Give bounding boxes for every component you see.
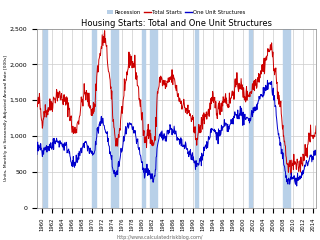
Legend: Recession, Total Starts, One Unit Structures: Recession, Total Starts, One Unit Struct… <box>107 10 245 15</box>
Bar <box>249 29 252 208</box>
Bar <box>142 29 145 208</box>
Text: http://www.calculatedriskblog.com/: http://www.calculatedriskblog.com/ <box>117 235 203 240</box>
Bar <box>150 29 156 208</box>
Title: Housing Starts: Total and One Unit Structures: Housing Starts: Total and One Unit Struc… <box>81 19 272 28</box>
Bar <box>43 29 47 208</box>
Bar <box>195 29 198 208</box>
Bar <box>111 29 118 208</box>
Bar <box>283 29 290 208</box>
Y-axis label: Units, Monthly at Seasonally Adjusted Annual Rate [000s]: Units, Monthly at Seasonally Adjusted An… <box>4 55 8 181</box>
Bar <box>92 29 96 208</box>
